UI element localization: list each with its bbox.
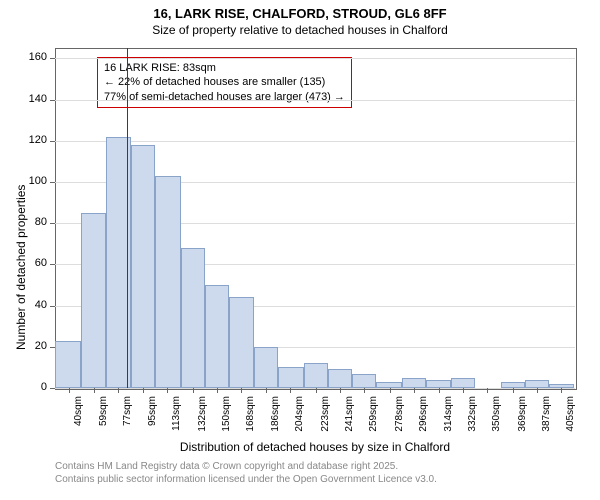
reference-line <box>127 48 128 388</box>
xtick-label: 168sqm <box>245 396 256 441</box>
xtick-label: 296sqm <box>418 396 429 441</box>
annotation-title: 16 LARK RISE: 83sqm <box>104 61 345 75</box>
xtick <box>290 388 291 393</box>
histogram-bar <box>304 363 328 388</box>
ytick-label: 80 <box>17 216 47 228</box>
xtick <box>340 388 341 393</box>
histogram-bar <box>131 145 155 388</box>
histogram-bar <box>205 285 229 388</box>
gridline <box>55 58 575 59</box>
xtick <box>537 388 538 393</box>
xtick <box>167 388 168 393</box>
chart-title-main: 16, LARK RISE, CHALFORD, STROUD, GL6 8FF <box>0 0 600 21</box>
xtick-label: 59sqm <box>98 396 109 441</box>
xtick-label: 278sqm <box>394 396 405 441</box>
ytick <box>50 264 55 265</box>
xtick <box>193 388 194 393</box>
ytick-label: 120 <box>17 134 47 146</box>
xtick <box>217 388 218 393</box>
footer-line-1: Contains HM Land Registry data © Crown c… <box>55 460 437 473</box>
xtick <box>463 388 464 393</box>
xtick-label: 314sqm <box>443 396 454 441</box>
xtick-label: 369sqm <box>517 396 528 441</box>
xtick <box>118 388 119 393</box>
histogram-bar <box>426 380 450 388</box>
xtick <box>94 388 95 393</box>
ytick <box>50 388 55 389</box>
histogram-bar <box>402 378 426 388</box>
ytick-label: 20 <box>17 340 47 352</box>
xtick-label: 259sqm <box>368 396 379 441</box>
ytick <box>50 306 55 307</box>
xtick-label: 95sqm <box>147 396 158 441</box>
annotation-line-smaller: ← 22% of detached houses are smaller (13… <box>104 75 345 89</box>
ytick-label: 100 <box>17 175 47 187</box>
chart-title-sub: Size of property relative to detached ho… <box>0 21 600 37</box>
chart-footer: Contains HM Land Registry data © Crown c… <box>55 460 437 486</box>
xtick-label: 204sqm <box>294 396 305 441</box>
xtick <box>143 388 144 393</box>
annotation-line-larger: 77% of semi-detached houses are larger (… <box>104 90 345 104</box>
histogram-bar <box>81 213 107 388</box>
xtick-label: 332sqm <box>467 396 478 441</box>
histogram-bar <box>229 297 253 388</box>
ytick-label: 40 <box>17 299 47 311</box>
xtick-label: 186sqm <box>270 396 281 441</box>
ytick <box>50 182 55 183</box>
xtick <box>69 388 70 393</box>
xtick <box>266 388 267 393</box>
ytick <box>50 223 55 224</box>
xtick-label: 77sqm <box>122 396 133 441</box>
xtick <box>487 388 488 393</box>
xtick-label: 350sqm <box>491 396 502 441</box>
xtick-label: 40sqm <box>73 396 84 441</box>
xtick <box>414 388 415 393</box>
xtick <box>513 388 514 393</box>
histogram-bar <box>525 380 549 388</box>
xtick-label: 387sqm <box>541 396 552 441</box>
xtick <box>390 388 391 393</box>
xtick-label: 223sqm <box>320 396 331 441</box>
chart-container: { "chart": { "title_main": "16, LARK RIS… <box>0 0 600 500</box>
histogram-bar <box>55 341 81 388</box>
ytick-label: 140 <box>17 93 47 105</box>
xtick-label: 113sqm <box>171 396 182 441</box>
xtick-label: 150sqm <box>221 396 232 441</box>
xtick <box>316 388 317 393</box>
xtick <box>241 388 242 393</box>
x-axis-label: Distribution of detached houses by size … <box>55 440 575 454</box>
xtick <box>561 388 562 393</box>
xtick-label: 405sqm <box>565 396 576 441</box>
xtick <box>439 388 440 393</box>
ytick-label: 0 <box>17 381 47 393</box>
xtick <box>364 388 365 393</box>
ytick <box>50 141 55 142</box>
xtick-label: 241sqm <box>344 396 355 441</box>
gridline <box>55 100 575 101</box>
ytick-label: 160 <box>17 51 47 63</box>
histogram-bar <box>451 378 475 388</box>
ytick <box>50 100 55 101</box>
ytick-label: 60 <box>17 257 47 269</box>
histogram-bar <box>352 374 376 388</box>
gridline <box>55 141 575 142</box>
ytick <box>50 58 55 59</box>
histogram-bar <box>181 248 205 388</box>
histogram-bar <box>278 367 304 388</box>
histogram-bar <box>328 369 352 388</box>
xtick-label: 132sqm <box>197 396 208 441</box>
footer-line-2: Contains public sector information licen… <box>55 473 437 486</box>
histogram-bar <box>254 347 278 388</box>
histogram-bar <box>155 176 181 388</box>
